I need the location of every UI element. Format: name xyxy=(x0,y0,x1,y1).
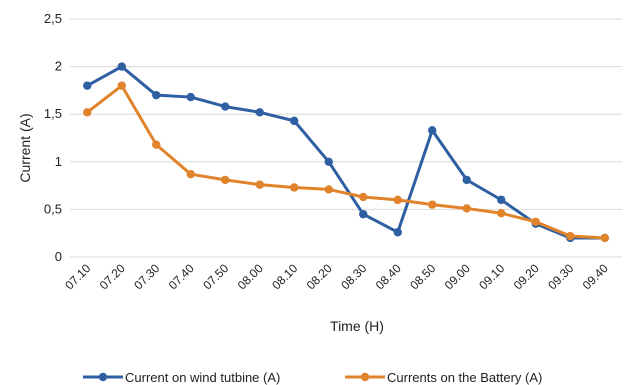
y-tick-label: 1 xyxy=(55,154,62,169)
data-point xyxy=(186,169,195,179)
legend-item: Currents on the Battery (A) xyxy=(345,370,542,385)
data-point xyxy=(566,231,575,241)
x-tick-label: 08.10 xyxy=(269,261,300,292)
x-tick-label: 07.50 xyxy=(200,261,231,292)
data-point xyxy=(186,92,195,102)
x-tick-label: 07.30 xyxy=(131,261,162,292)
x-tick-label: 09.20 xyxy=(511,261,542,292)
series-1 xyxy=(83,62,609,243)
y-axis-ticks: 0 0,5 1 1,5 2 2,5 xyxy=(44,11,62,264)
x-tick-label: 08.50 xyxy=(407,261,438,292)
data-point xyxy=(462,175,471,185)
legend-swatch-marker xyxy=(98,372,108,382)
data-point xyxy=(359,209,368,219)
data-point xyxy=(255,180,264,189)
x-tick-label: 07.10 xyxy=(62,261,93,292)
data-point xyxy=(324,185,333,194)
y-tick-label: 2 xyxy=(55,59,62,74)
legend-label: Currents on the Battery (A) xyxy=(387,370,542,385)
series-line xyxy=(86,65,605,240)
x-tick-label: 07.40 xyxy=(166,261,197,292)
x-tick-label: 09.10 xyxy=(476,261,507,292)
x-axis-ticks: 07.10 07.20 07.30 07.40 07.50 08.00 08.10 08.20… xyxy=(62,261,611,292)
legend-item: Current on wind tutbine (A) xyxy=(83,370,280,385)
y-tick-label: 0,5 xyxy=(44,201,62,216)
legend-label: Current on wind tutbine (A) xyxy=(125,370,280,385)
data-point xyxy=(290,183,299,192)
data-point xyxy=(497,209,506,218)
x-tick-label: 08.20 xyxy=(304,261,335,292)
data-point xyxy=(462,204,471,213)
data-point xyxy=(497,195,506,205)
x-tick-label: 07.20 xyxy=(97,261,128,292)
data-point xyxy=(600,233,609,243)
x-tick-label: 09.00 xyxy=(442,261,473,292)
data-point xyxy=(117,62,126,71)
data-point xyxy=(83,108,92,117)
data-point xyxy=(117,81,126,90)
data-point xyxy=(152,140,161,149)
data-point xyxy=(221,175,230,185)
data-point xyxy=(290,116,299,126)
data-point xyxy=(531,217,540,226)
data-point xyxy=(393,228,402,237)
data-point xyxy=(152,90,161,100)
data-point xyxy=(428,200,437,209)
x-tick-label: 09.40 xyxy=(580,261,611,292)
data-point xyxy=(359,192,368,202)
series-line xyxy=(86,84,605,240)
x-tick-label: 08.00 xyxy=(235,261,266,292)
gridlines xyxy=(70,18,622,258)
x-tick-label: 09.30 xyxy=(545,261,576,292)
series-2 xyxy=(83,81,609,243)
y-tick-label: 0 xyxy=(55,249,62,264)
x-axis-title: Time (H) xyxy=(330,318,384,334)
series-layer xyxy=(83,62,609,243)
legend-swatch-marker xyxy=(360,372,370,382)
data-point xyxy=(221,102,230,111)
y-tick-label: 1,5 xyxy=(44,106,62,121)
data-point xyxy=(324,157,333,166)
legend: Current on wind tutbine (A) Currents on t… xyxy=(83,370,542,385)
data-point xyxy=(393,195,402,205)
x-tick-label: 08.30 xyxy=(338,261,369,292)
y-axis-title: Current (A) xyxy=(17,113,33,182)
data-point xyxy=(255,108,264,117)
data-point xyxy=(428,126,437,135)
x-tick-label: 08.40 xyxy=(373,261,404,292)
data-point xyxy=(83,81,92,90)
y-tick-label: 2,5 xyxy=(44,11,62,26)
